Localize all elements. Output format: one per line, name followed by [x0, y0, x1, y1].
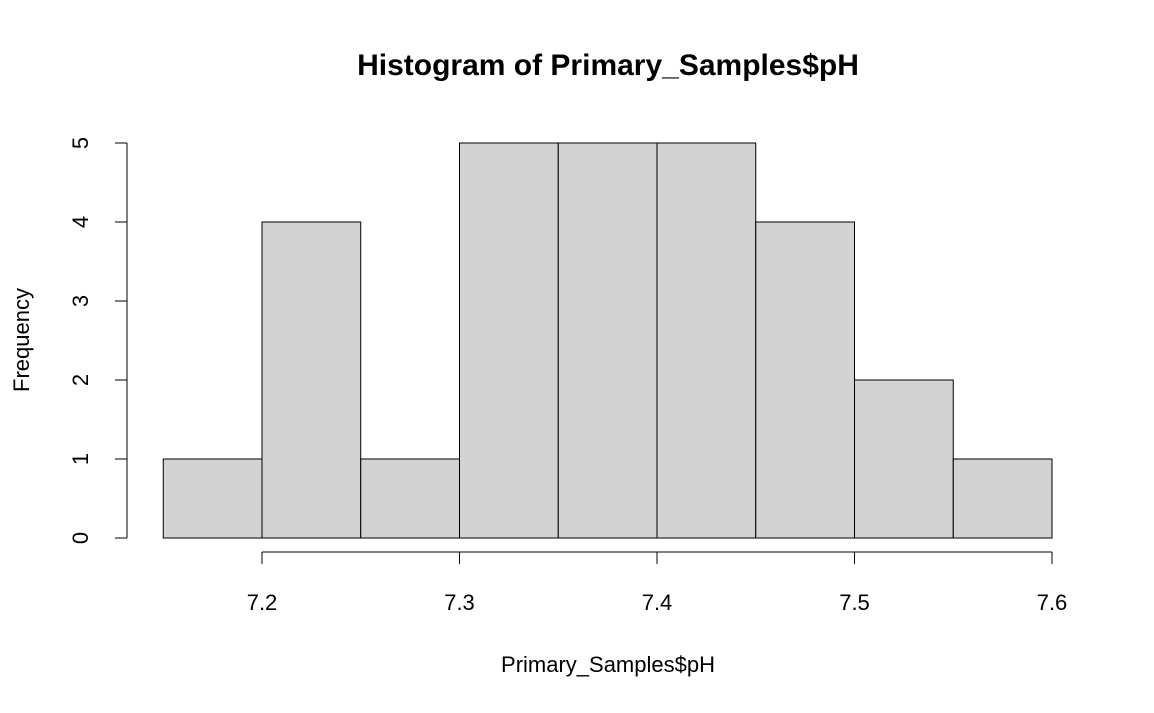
x-tick-label: 7.6 [1037, 590, 1068, 615]
y-tick-label: 0 [68, 532, 93, 544]
histogram-bar [656, 142, 757, 539]
y-tick-label: 2 [68, 374, 93, 386]
x-axis: 7.2 7.3 7.4 7.5 7.6 [247, 551, 1068, 615]
histogram-bar [162, 458, 263, 539]
histogram-bar [854, 379, 954, 539]
y-tick-label: 4 [68, 216, 93, 228]
x-tick-label: 7.3 [444, 590, 475, 615]
y-tick-label: 1 [68, 453, 93, 465]
chart-title: Histogram of Primary_Samples$pH [357, 49, 859, 82]
histogram-bar [755, 221, 855, 539]
histogram-bar [459, 142, 559, 539]
x-axis-label: Primary_Samples$pH [501, 652, 715, 677]
histogram-bar [952, 458, 1053, 539]
histogram-bar [557, 142, 658, 539]
x-tick-label: 7.5 [839, 590, 870, 615]
histogram-bar [261, 221, 362, 539]
y-tick-label: 5 [68, 137, 93, 149]
y-tick-label: 3 [68, 295, 93, 307]
histogram-bar [360, 458, 460, 539]
x-tick-label: 7.4 [642, 590, 673, 615]
x-tick-label: 7.2 [247, 590, 278, 615]
y-axis: 0 1 2 3 4 5 [68, 137, 128, 544]
y-axis-label: Frequency [9, 288, 34, 392]
bars-group [162, 142, 1053, 539]
